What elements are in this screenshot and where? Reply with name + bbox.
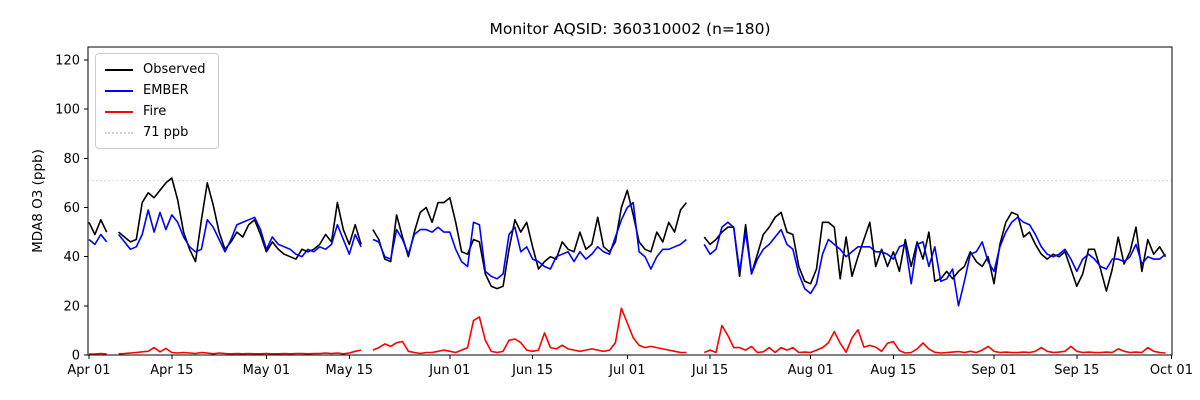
y-axis-tick-label: 0 xyxy=(72,349,80,364)
y-axis-tick-label: 80 xyxy=(63,152,80,167)
legend-swatch-ember xyxy=(105,89,133,92)
y-axis-tick-label: 100 xyxy=(55,103,80,118)
x-axis-tick-label: Oct 01 xyxy=(1150,363,1193,378)
legend-item-ember: EMBER xyxy=(105,82,206,99)
fire-line xyxy=(89,307,1166,355)
x-axis-tick-label: Jun 01 xyxy=(428,363,470,378)
x-axis-tick-label: May 15 xyxy=(326,363,374,378)
y-axis-tick-label: 20 xyxy=(63,299,80,314)
x-axis-tick-label: Aug 01 xyxy=(788,363,834,378)
legend-label-ember: EMBER xyxy=(143,83,189,98)
x-axis-tick-label: May 01 xyxy=(243,363,291,378)
chart-title: Monitor AQSID: 360310002 (n=180) xyxy=(489,20,771,38)
legend-item-observed: Observed xyxy=(105,61,206,78)
x-axis-tick-label: Sep 01 xyxy=(971,363,1016,378)
legend-label-observed: Observed xyxy=(143,62,206,77)
x-axis-tick-label: Apr 15 xyxy=(150,363,193,378)
x-axis-tick-label: Jul 15 xyxy=(691,363,728,378)
y-axis-tick-label: 60 xyxy=(63,201,80,216)
plot-frame xyxy=(87,46,1173,356)
legend-swatch-observed xyxy=(105,68,133,71)
x-axis-tick-label: Apr 01 xyxy=(67,363,110,378)
x-axis-tick-label: Jul 01 xyxy=(608,363,645,378)
y-axis-tick-label: 40 xyxy=(63,250,80,265)
legend-item-71-ppb: 71 ppb xyxy=(105,124,206,141)
legend-swatch-71-ppb xyxy=(105,131,133,134)
x-axis-tick-label: Sep 15 xyxy=(1054,363,1099,378)
y-axis-tick-label: 120 xyxy=(55,54,80,69)
x-axis-tick-label: Aug 15 xyxy=(870,363,916,378)
x-axis-tick-label: Jun 15 xyxy=(511,363,553,378)
ember-line xyxy=(88,201,1167,307)
observed-line xyxy=(88,177,1167,292)
legend-item-fire: Fire xyxy=(105,103,206,120)
legend-label-fire: Fire xyxy=(143,104,167,119)
legend-swatch-fire xyxy=(105,110,133,113)
legend-label-71-ppb: 71 ppb xyxy=(143,125,189,140)
legend: Observed EMBER Fire 71 ppb xyxy=(95,53,219,149)
